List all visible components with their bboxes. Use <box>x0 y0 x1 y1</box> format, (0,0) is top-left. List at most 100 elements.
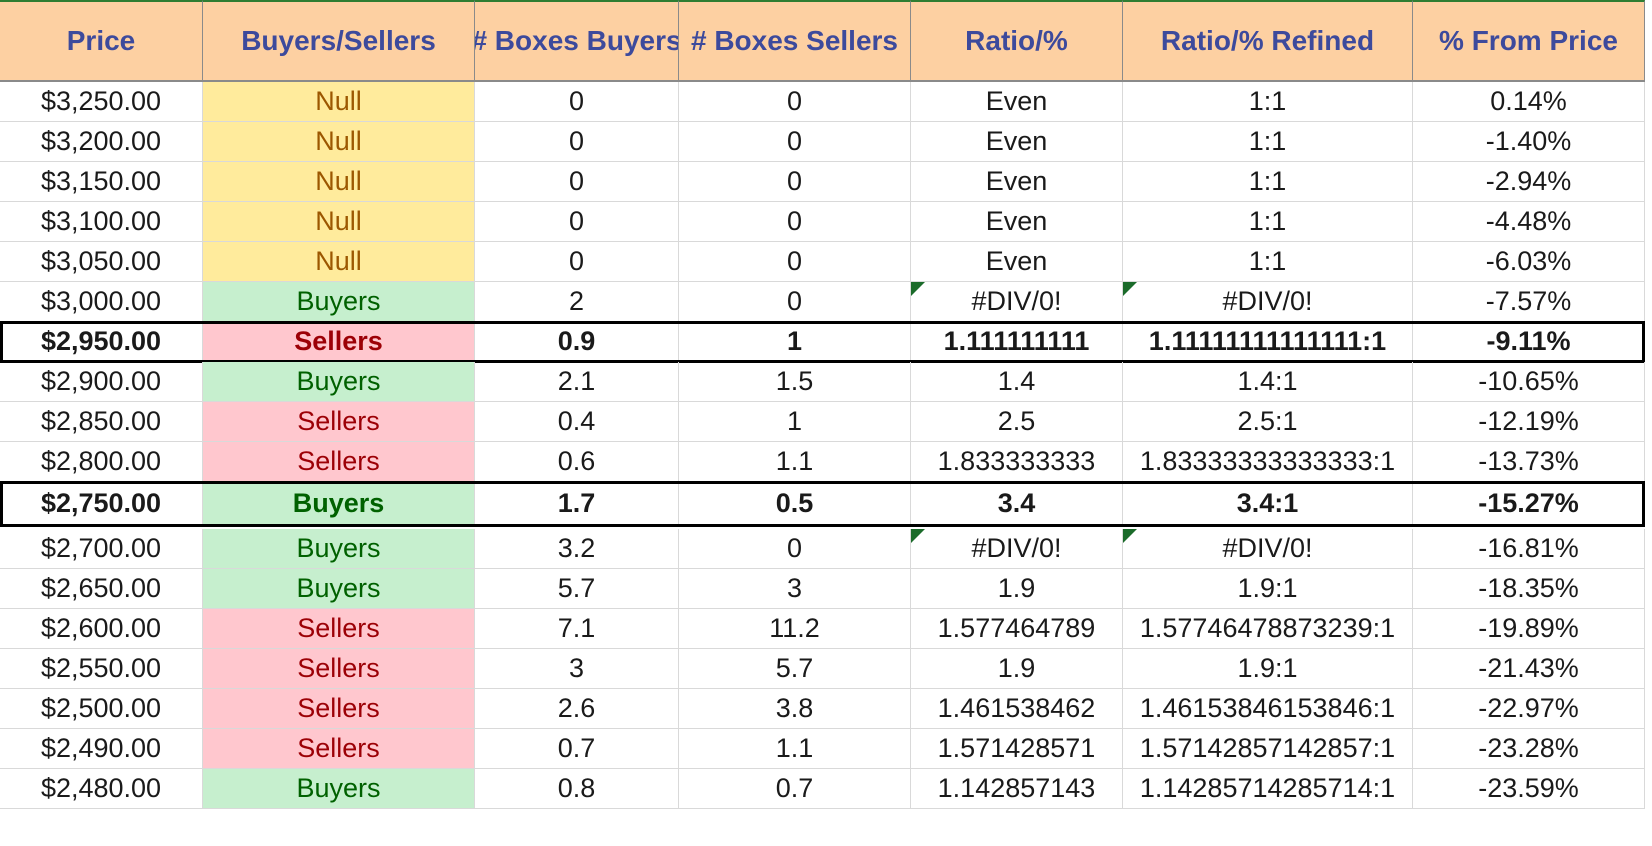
from-price-cell[interactable]: -7.57% <box>1413 282 1645 322</box>
from-price-cell[interactable]: -2.94% <box>1413 162 1645 202</box>
side-cell[interactable]: Null <box>203 122 475 162</box>
from-price-cell[interactable]: -16.81% <box>1413 529 1645 569</box>
from-price-cell[interactable]: -10.65% <box>1413 362 1645 402</box>
boxes-buyers-cell[interactable]: 0.4 <box>475 402 679 442</box>
side-cell[interactable]: Sellers <box>203 689 475 729</box>
side-cell[interactable]: Buyers <box>203 529 475 569</box>
ratio-cell[interactable]: #DIV/0! <box>911 529 1123 569</box>
ratio-cell[interactable]: Even <box>911 82 1123 122</box>
side-cell[interactable]: Sellers <box>203 402 475 442</box>
ratio-refined-cell[interactable]: 1.9:1 <box>1123 649 1413 689</box>
price-cell[interactable]: $2,750.00 <box>0 482 203 526</box>
boxes-sellers-cell[interactable]: 0 <box>679 242 911 282</box>
ratio-cell[interactable]: Even <box>911 162 1123 202</box>
boxes-buyers-cell[interactable]: 0.7 <box>475 729 679 769</box>
from-price-cell[interactable]: -15.27% <box>1413 482 1645 526</box>
boxes-sellers-cell[interactable]: 0 <box>679 82 911 122</box>
column-header-ratio-refined[interactable]: Ratio/% Refined <box>1123 0 1413 82</box>
price-cell[interactable]: $2,490.00 <box>0 729 203 769</box>
from-price-cell[interactable]: -9.11% <box>1413 322 1645 362</box>
from-price-cell[interactable]: -12.19% <box>1413 402 1645 442</box>
ratio-refined-cell[interactable]: 2.5:1 <box>1123 402 1413 442</box>
boxes-sellers-cell[interactable]: 0 <box>679 529 911 569</box>
boxes-sellers-cell[interactable]: 5.7 <box>679 649 911 689</box>
boxes-sellers-cell[interactable]: 1.5 <box>679 362 911 402</box>
side-cell[interactable]: Buyers <box>203 482 475 526</box>
ratio-cell[interactable]: 2.5 <box>911 402 1123 442</box>
from-price-cell[interactable]: -23.28% <box>1413 729 1645 769</box>
boxes-sellers-cell[interactable]: 1.1 <box>679 442 911 482</box>
price-cell[interactable]: $2,600.00 <box>0 609 203 649</box>
boxes-buyers-cell[interactable]: 2 <box>475 282 679 322</box>
from-price-cell[interactable]: -22.97% <box>1413 689 1645 729</box>
boxes-buyers-cell[interactable]: 5.7 <box>475 569 679 609</box>
column-header-from-price[interactable]: % From Price <box>1413 0 1645 82</box>
ratio-refined-cell[interactable]: 1:1 <box>1123 162 1413 202</box>
side-cell[interactable]: Null <box>203 162 475 202</box>
price-cell[interactable]: $2,850.00 <box>0 402 203 442</box>
boxes-buyers-cell[interactable]: 3.2 <box>475 529 679 569</box>
ratio-cell[interactable]: 1.111111111 <box>911 322 1123 362</box>
side-cell[interactable]: Null <box>203 242 475 282</box>
side-cell[interactable]: Sellers <box>203 322 475 362</box>
ratio-refined-cell[interactable]: #DIV/0! <box>1123 282 1413 322</box>
price-cell[interactable]: $3,100.00 <box>0 202 203 242</box>
boxes-buyers-cell[interactable]: 7.1 <box>475 609 679 649</box>
ratio-cell[interactable]: 1.9 <box>911 569 1123 609</box>
side-cell[interactable]: Null <box>203 202 475 242</box>
boxes-buyers-cell[interactable]: 0 <box>475 162 679 202</box>
boxes-sellers-cell[interactable]: 11.2 <box>679 609 911 649</box>
from-price-cell[interactable]: -19.89% <box>1413 609 1645 649</box>
ratio-cell[interactable]: 1.833333333 <box>911 442 1123 482</box>
boxes-buyers-cell[interactable]: 0.9 <box>475 322 679 362</box>
from-price-cell[interactable]: -1.40% <box>1413 122 1645 162</box>
ratio-refined-cell[interactable]: 1:1 <box>1123 202 1413 242</box>
ratio-refined-cell[interactable]: 1.83333333333333:1 <box>1123 442 1413 482</box>
ratio-refined-cell[interactable]: 1.14285714285714:1 <box>1123 769 1413 809</box>
boxes-buyers-cell[interactable]: 3 <box>475 649 679 689</box>
boxes-sellers-cell[interactable]: 1 <box>679 402 911 442</box>
column-header-buyers-sellers[interactable]: Buyers/Sellers <box>203 0 475 82</box>
ratio-cell[interactable]: 1.577464789 <box>911 609 1123 649</box>
from-price-cell[interactable]: -4.48% <box>1413 202 1645 242</box>
from-price-cell[interactable]: -18.35% <box>1413 569 1645 609</box>
price-cell[interactable]: $3,200.00 <box>0 122 203 162</box>
ratio-cell[interactable]: 1.142857143 <box>911 769 1123 809</box>
ratio-cell[interactable]: #DIV/0! <box>911 282 1123 322</box>
side-cell[interactable]: Buyers <box>203 769 475 809</box>
boxes-buyers-cell[interactable]: 0.6 <box>475 442 679 482</box>
price-cell[interactable]: $2,800.00 <box>0 442 203 482</box>
from-price-cell[interactable]: 0.14% <box>1413 82 1645 122</box>
column-header-price[interactable]: Price <box>0 0 203 82</box>
ratio-refined-cell[interactable]: 3.4:1 <box>1123 482 1413 526</box>
side-cell[interactable]: Null <box>203 82 475 122</box>
side-cell[interactable]: Buyers <box>203 569 475 609</box>
ratio-cell[interactable]: Even <box>911 242 1123 282</box>
boxes-buyers-cell[interactable]: 0 <box>475 242 679 282</box>
boxes-sellers-cell[interactable]: 3.8 <box>679 689 911 729</box>
side-cell[interactable]: Sellers <box>203 729 475 769</box>
ratio-refined-cell[interactable]: 1:1 <box>1123 242 1413 282</box>
ratio-refined-cell[interactable]: 1.4:1 <box>1123 362 1413 402</box>
ratio-cell[interactable]: Even <box>911 202 1123 242</box>
ratio-refined-cell[interactable]: 1.46153846153846:1 <box>1123 689 1413 729</box>
price-cell[interactable]: $2,950.00 <box>0 322 203 362</box>
price-cell[interactable]: $3,050.00 <box>0 242 203 282</box>
side-cell[interactable]: Buyers <box>203 282 475 322</box>
boxes-sellers-cell[interactable]: 0 <box>679 122 911 162</box>
ratio-refined-cell[interactable]: #DIV/0! <box>1123 529 1413 569</box>
boxes-sellers-cell[interactable]: 1.1 <box>679 729 911 769</box>
ratio-refined-cell[interactable]: 1.57142857142857:1 <box>1123 729 1413 769</box>
side-cell[interactable]: Buyers <box>203 362 475 402</box>
price-cell[interactable]: $2,700.00 <box>0 529 203 569</box>
from-price-cell[interactable]: -21.43% <box>1413 649 1645 689</box>
side-cell[interactable]: Sellers <box>203 649 475 689</box>
boxes-buyers-cell[interactable]: 2.6 <box>475 689 679 729</box>
price-cell[interactable]: $2,550.00 <box>0 649 203 689</box>
boxes-sellers-cell[interactable]: 0.7 <box>679 769 911 809</box>
price-cell[interactable]: $2,500.00 <box>0 689 203 729</box>
ratio-cell[interactable]: 3.4 <box>911 482 1123 526</box>
price-cell[interactable]: $2,480.00 <box>0 769 203 809</box>
ratio-refined-cell[interactable]: 1:1 <box>1123 122 1413 162</box>
boxes-buyers-cell[interactable]: 0 <box>475 82 679 122</box>
